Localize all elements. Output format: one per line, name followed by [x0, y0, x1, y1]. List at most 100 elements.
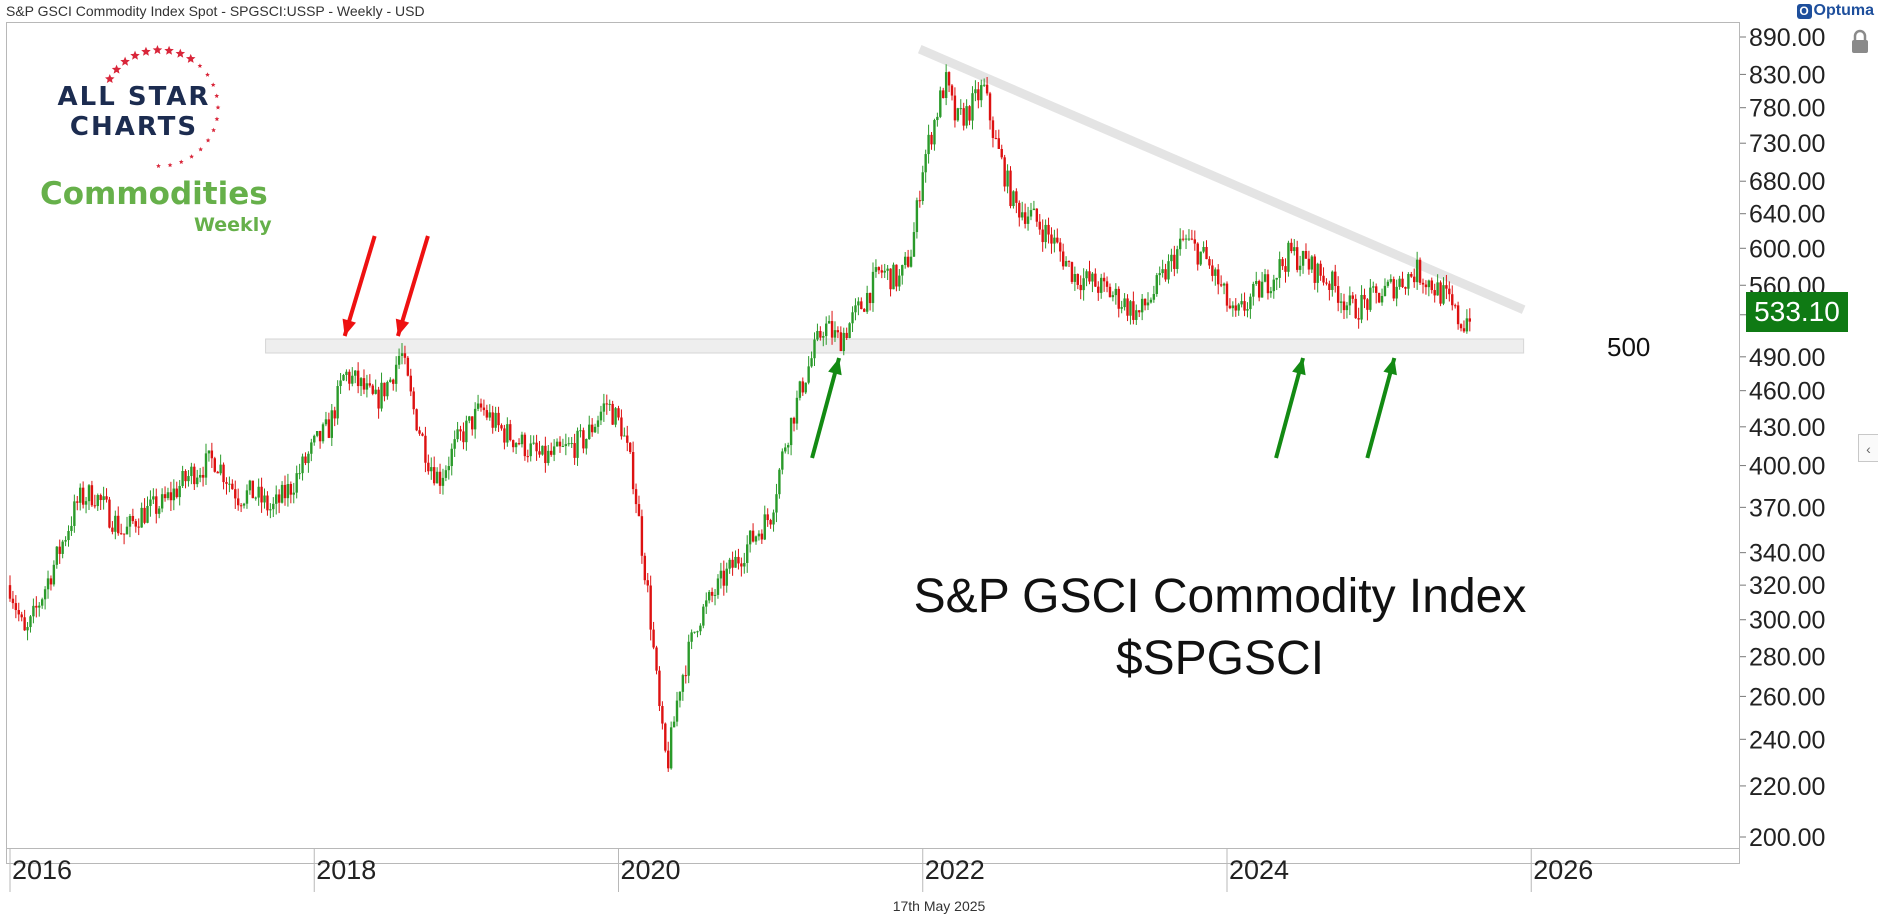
chevron-left-icon[interactable]: ‹: [1858, 434, 1878, 462]
candle: [795, 390, 799, 430]
candle: [915, 197, 919, 239]
candle: [1012, 190, 1015, 209]
candle: [678, 691, 682, 708]
candle: [971, 86, 974, 130]
candle: [1044, 219, 1047, 249]
candle: [743, 552, 746, 574]
candle: [1099, 273, 1103, 299]
y-tick-label: 320.00: [1749, 572, 1825, 600]
candle: [321, 422, 325, 444]
candle: [509, 419, 512, 442]
candle: [295, 465, 298, 499]
candle: [968, 105, 971, 126]
candle: [930, 131, 933, 150]
candle: [590, 418, 594, 437]
y-tick-label: 400.00: [1749, 453, 1825, 481]
candle: [292, 482, 295, 504]
x-tick-label: 2016: [12, 855, 72, 885]
candle: [880, 264, 883, 279]
candle: [1401, 271, 1404, 288]
candle: [956, 107, 960, 122]
candle: [1287, 240, 1290, 277]
star-icon: [214, 116, 220, 122]
candle: [169, 481, 173, 512]
candle: [90, 480, 94, 507]
candle: [1173, 245, 1176, 277]
candle: [962, 102, 965, 131]
candle: [731, 551, 734, 576]
star-icon: [152, 45, 163, 55]
candle: [898, 269, 901, 291]
candle: [1392, 276, 1395, 302]
candle: [61, 539, 64, 559]
candle: [38, 602, 41, 617]
candle: [1085, 269, 1088, 287]
candle: [1208, 256, 1211, 269]
candle: [1108, 283, 1112, 298]
candle: [1465, 309, 1469, 334]
plot-area[interactable]: [6, 22, 1740, 864]
candle: [693, 631, 696, 634]
candle: [1433, 283, 1436, 303]
candle: [1219, 275, 1223, 288]
candle: [924, 149, 927, 183]
lock-icon[interactable]: [1848, 28, 1872, 56]
candle: [362, 369, 366, 395]
star-icon: [156, 163, 161, 169]
candle: [1462, 320, 1466, 333]
candle: [1015, 188, 1018, 214]
candle: [1158, 266, 1161, 286]
candle: [447, 456, 451, 480]
candle: [1249, 293, 1252, 319]
candle: [798, 380, 802, 401]
candle: [40, 597, 44, 609]
candle: [1041, 219, 1044, 252]
candle: [160, 488, 164, 513]
candle: [903, 251, 907, 269]
candle: [593, 423, 597, 434]
candle: [640, 509, 644, 564]
candle: [79, 483, 82, 511]
candle: [1430, 277, 1433, 294]
candle: [552, 439, 556, 462]
candle: [950, 84, 954, 101]
candle: [991, 116, 995, 148]
candle: [939, 86, 942, 119]
brand-logo: ALL STAR CHARTS Commodities Weekly: [40, 44, 280, 244]
green-arrow: [810, 357, 842, 459]
candle: [664, 722, 667, 753]
candle: [681, 673, 685, 701]
candle: [997, 129, 1001, 149]
candle: [535, 434, 538, 461]
candle: [585, 438, 588, 455]
candle: [348, 369, 351, 391]
green-arrow: [1365, 357, 1397, 459]
candle: [1155, 272, 1158, 297]
candle: [570, 436, 573, 448]
candle: [784, 443, 787, 454]
candle: [102, 486, 105, 510]
candle: [1178, 228, 1182, 256]
candle: [1176, 245, 1179, 274]
candle: [1345, 301, 1349, 319]
candle: [359, 377, 363, 397]
candle: [886, 264, 889, 281]
candle: [827, 315, 831, 324]
candle: [675, 691, 679, 727]
candle: [909, 249, 913, 268]
x-axis-strip[interactable]: [6, 848, 1740, 893]
candle: [687, 634, 690, 684]
candle: [248, 479, 252, 495]
candle: [201, 466, 205, 487]
candle: [204, 443, 208, 485]
candle: [81, 481, 85, 509]
x-tick-label: 2026: [1533, 855, 1593, 885]
candle: [1205, 240, 1208, 260]
candle: [1459, 323, 1463, 332]
candle: [1217, 264, 1220, 295]
candle: [1222, 282, 1226, 295]
y-tick-label: 600.00: [1749, 235, 1825, 263]
candle: [558, 436, 562, 453]
x-tick-label: 2020: [620, 855, 680, 885]
